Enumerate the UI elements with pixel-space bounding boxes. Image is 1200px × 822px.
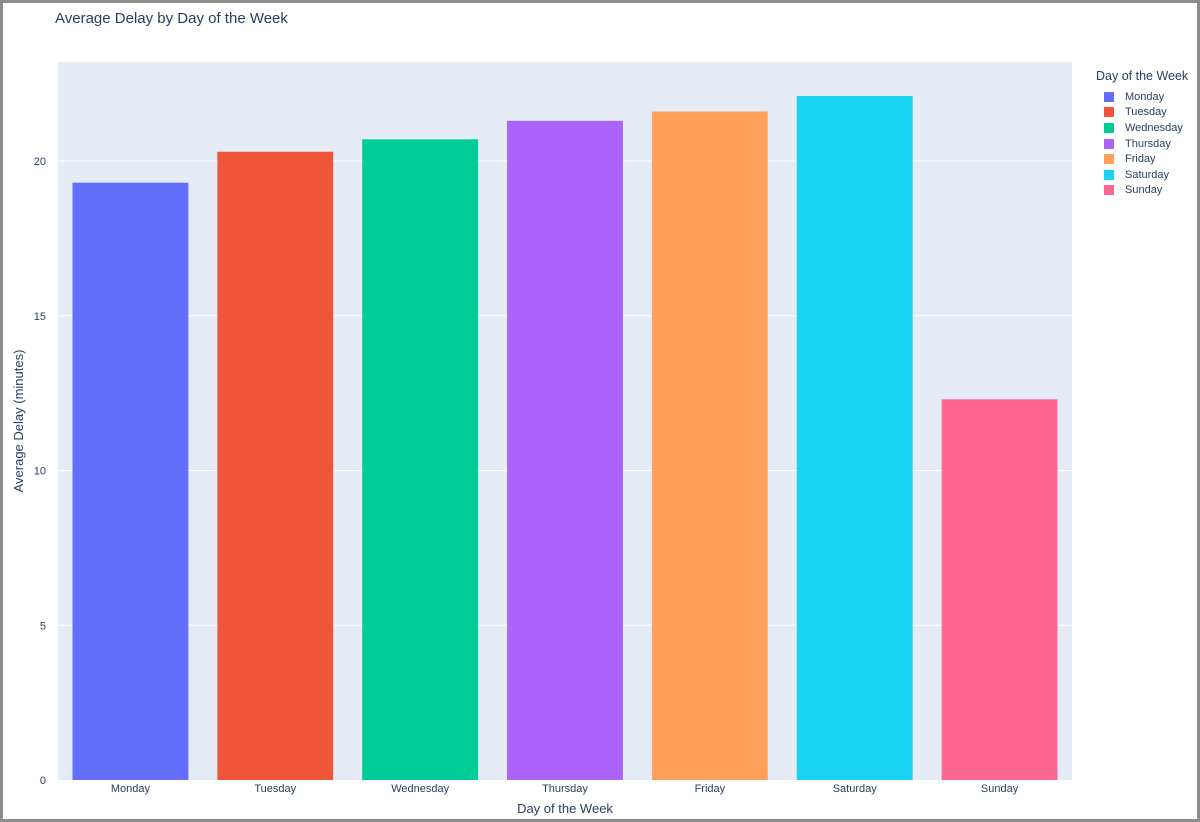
- legend-label: Sunday: [1125, 184, 1163, 197]
- x-tick-label: Friday: [695, 783, 726, 795]
- legend-title: Day of the Week: [1096, 69, 1189, 83]
- legend-swatch: [1104, 107, 1114, 118]
- legend-label: Thursday: [1125, 137, 1171, 150]
- bar-thursday: [507, 120, 623, 780]
- x-tick-label: Tuesday: [254, 783, 296, 795]
- bar-tuesday: [217, 151, 334, 780]
- legend-label: Saturday: [1125, 168, 1170, 181]
- legend-swatch: [1104, 138, 1114, 149]
- x-axis-title: Day of the Week: [517, 801, 613, 816]
- x-tick-label: Thursday: [542, 783, 588, 795]
- bar-chart: 0 5 10 15 20 Monday Tuesday Wednesday Thursday Fr…: [11, 62, 1072, 816]
- chart-title: Average Delay by Day of the Week: [55, 10, 288, 27]
- legend-item[interactable]: Sunday: [1096, 183, 1188, 199]
- y-tick-label: 5: [40, 620, 46, 632]
- y-tick-label: 10: [34, 466, 46, 478]
- bar-wednesday: [362, 139, 479, 780]
- x-tick-label: Wednesday: [391, 783, 449, 795]
- legend: Day of the Week Monday Tuesday Wednesday Th…: [1096, 69, 1188, 198]
- x-tick-label: Saturday: [833, 783, 878, 795]
- legend-items: Monday Tuesday Wednesday Thursday Friday Satu…: [1096, 89, 1188, 198]
- legend-swatch: [1104, 91, 1114, 102]
- legend-item[interactable]: Monday: [1096, 89, 1188, 105]
- bar-saturday: [796, 96, 913, 781]
- legend-label: Monday: [1125, 90, 1165, 103]
- legend-swatch: [1104, 169, 1114, 180]
- bar-friday: [651, 111, 768, 781]
- legend-item[interactable]: Friday: [1096, 151, 1188, 167]
- y-tick-label: 0: [40, 775, 46, 787]
- y-axis-title: Average Delay (minutes): [11, 350, 26, 493]
- x-tick-label: Sunday: [981, 783, 1019, 795]
- bar-sunday: [941, 399, 1058, 780]
- legend-swatch: [1104, 185, 1114, 196]
- legend-label: Friday: [1125, 153, 1156, 166]
- legend-label: Tuesday: [1125, 106, 1167, 119]
- legend-item[interactable]: Saturday: [1096, 167, 1188, 183]
- legend-swatch: [1104, 122, 1114, 133]
- legend-label: Wednesday: [1125, 121, 1183, 134]
- y-tick-label: 15: [34, 311, 46, 323]
- legend-item[interactable]: Tuesday: [1096, 105, 1188, 121]
- x-tick-label: Monday: [111, 783, 151, 795]
- legend-swatch: [1104, 154, 1114, 165]
- bar-monday: [72, 182, 189, 781]
- y-tick-label: 20: [34, 156, 46, 168]
- legend-item[interactable]: Thursday: [1096, 136, 1188, 152]
- legend-item[interactable]: Wednesday: [1096, 120, 1188, 136]
